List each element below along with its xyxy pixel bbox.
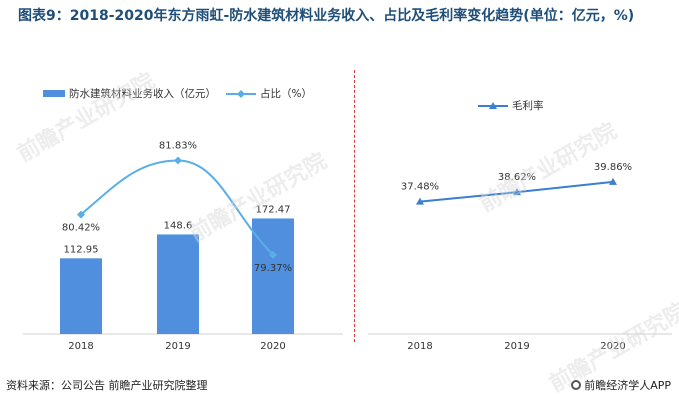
logo-icon: [571, 380, 582, 390]
source-note: 资料来源：公司公告 前瞻产业研究院整理: [6, 379, 208, 392]
panel-divider: [354, 70, 355, 342]
revenue-data-label: 112.95: [64, 244, 99, 255]
legend: 防水建筑材料业务收入（亿元） 占比（%）: [43, 86, 312, 101]
legend-margin-swatch: [478, 101, 508, 109]
brand-label: 前瞻经济学人APP: [584, 379, 671, 392]
legend-bar-swatch: [43, 90, 65, 97]
margin-point: [609, 177, 617, 185]
legend-margin-label: 毛利率: [512, 100, 544, 112]
revenue-share-chart: 防水建筑材料业务收入（亿元） 占比（%） 112.95 148.6 172.47 20…: [13, 64, 350, 360]
revenue-data-label: 148.6: [164, 220, 193, 231]
x-tick-label: 2019: [165, 341, 190, 352]
share-point: [77, 210, 85, 219]
x-tick-label: 2019: [504, 341, 529, 352]
share-data-label: 79.37%: [254, 263, 292, 274]
margin-point: [513, 188, 521, 196]
share-point: [174, 156, 182, 165]
margin-data-label: 38.62%: [498, 172, 536, 183]
share-data-label: 81.83%: [159, 141, 197, 152]
chart-title: 图表9：2018-2020年东方雨虹-防水建筑材料业务收入、占比及毛利率变化趋势…: [18, 8, 635, 24]
brand: 前瞻经济学人APP: [571, 377, 671, 393]
legend-revenue-label: 防水建筑材料业务收入（亿元）: [69, 88, 216, 100]
share-data-label: 80.42%: [62, 223, 100, 234]
margin-data-label: 39.86%: [594, 162, 632, 173]
share-point: [269, 250, 277, 259]
margin-point: [416, 197, 424, 205]
legend-share-swatch: [226, 89, 256, 98]
right-chart-svg: 2018 2019 2020 37.48% 38.62% 39.86%: [368, 162, 672, 352]
x-tick-label: 2020: [260, 341, 285, 352]
left-chart-svg: 112.95 148.6 172.47 2018 2019 2020 80.42% 81.83…: [23, 141, 343, 352]
x-tick-label: 2018: [68, 341, 93, 352]
revenue-data-label: 172.47: [256, 204, 291, 215]
revenue-bar: [252, 218, 294, 334]
revenue-bar: [157, 234, 199, 334]
legend-share-label: 占比（%）: [260, 88, 312, 100]
x-tick-label: 2020: [600, 341, 625, 352]
revenue-bar: [60, 258, 102, 334]
gross-margin-chart: 毛利率 2018 2019 2020 37.48% 38.62% 39.86%: [360, 64, 679, 360]
x-tick-label: 2018: [407, 341, 432, 352]
legend-margin: 毛利率: [478, 98, 544, 113]
margin-data-label: 37.48%: [401, 182, 439, 193]
